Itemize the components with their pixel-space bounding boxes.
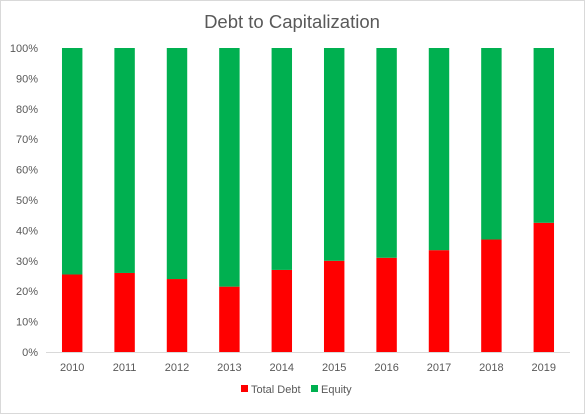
y-tick-label: 80% bbox=[16, 104, 38, 116]
bars bbox=[61, 48, 555, 352]
x-tick-label: 2014 bbox=[270, 362, 294, 374]
x-tick-label: 2016 bbox=[374, 362, 398, 374]
y-axis: 0% 10% 20% 30% 40% 50% 60% 70% 80% 90% 100% bbox=[10, 43, 38, 359]
bar-equity bbox=[533, 48, 555, 223]
x-tick-label: 2010 bbox=[60, 362, 84, 374]
y-tick-label: 100% bbox=[10, 43, 38, 55]
bar-equity bbox=[428, 48, 450, 251]
bar-total-debt bbox=[219, 286, 240, 352]
legend-swatch bbox=[311, 385, 318, 392]
bar-equity bbox=[166, 48, 188, 280]
y-tick-label: 90% bbox=[16, 73, 38, 85]
legend-label: Equity bbox=[321, 384, 352, 396]
x-tick-label: 2013 bbox=[217, 362, 241, 374]
bar-total-debt bbox=[271, 269, 293, 352]
bar-total-debt bbox=[376, 257, 397, 352]
bar-total-debt bbox=[428, 250, 450, 352]
bar-total-debt bbox=[323, 260, 345, 352]
y-tick-label: 40% bbox=[16, 225, 38, 237]
x-tick-label: 2019 bbox=[532, 362, 556, 374]
bar-total-debt bbox=[533, 222, 555, 352]
y-tick-label: 20% bbox=[16, 286, 38, 298]
y-tick-label: 50% bbox=[16, 195, 38, 207]
x-tick-label: 2012 bbox=[165, 362, 189, 374]
bar-equity bbox=[271, 48, 293, 270]
bar-equity bbox=[61, 48, 83, 275]
x-tick-label: 2017 bbox=[427, 362, 451, 374]
bar-equity bbox=[114, 48, 135, 273]
bar-equity bbox=[323, 48, 345, 261]
x-axis: 2010 2011 2012 2013 2014 2015 2016 2017 2018 2019 bbox=[46, 352, 570, 374]
bar-total-debt bbox=[61, 274, 83, 352]
y-tick-label: 30% bbox=[16, 256, 38, 268]
bar-equity bbox=[481, 48, 502, 240]
legend-swatch bbox=[241, 385, 248, 392]
bar-total-debt bbox=[114, 272, 135, 352]
x-tick-label: 2015 bbox=[322, 362, 346, 374]
y-tick-label: 70% bbox=[16, 134, 38, 146]
chart-title: Debt to Capitalization bbox=[204, 11, 380, 32]
bar-equity bbox=[219, 48, 240, 287]
bar-total-debt bbox=[166, 279, 188, 352]
x-tick-label: 2018 bbox=[479, 362, 503, 374]
bar-equity bbox=[376, 48, 397, 258]
y-tick-label: 0% bbox=[22, 347, 38, 359]
bar-total-debt bbox=[481, 239, 502, 352]
legend: Total Debt Equity bbox=[241, 384, 352, 396]
y-tick-label: 10% bbox=[16, 317, 38, 329]
y-tick-label: 60% bbox=[16, 165, 38, 177]
legend-label: Total Debt bbox=[251, 384, 301, 396]
x-tick-label: 2011 bbox=[113, 362, 137, 374]
